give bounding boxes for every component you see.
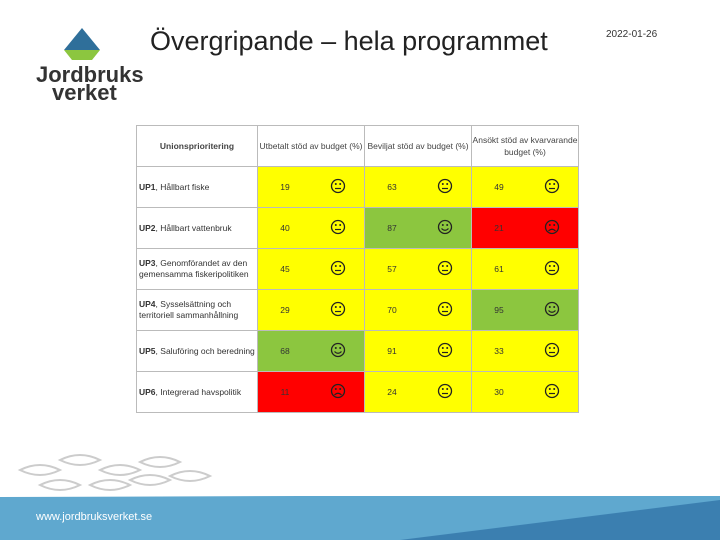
column-header: Unionsprioritering	[136, 125, 258, 167]
table-row: UP4, Sysselsättning och territoriell sam…	[136, 289, 579, 331]
date: 2022-01-26	[606, 29, 658, 40]
status-face	[544, 301, 560, 317]
row-code: UP6	[139, 386, 156, 397]
status-face	[437, 342, 453, 358]
status-face	[330, 383, 346, 399]
logo-mark-green	[64, 50, 100, 60]
cell-status	[419, 166, 472, 208]
cell-status	[526, 207, 579, 249]
cell-value: 19	[257, 166, 312, 208]
cell-value: 87	[364, 207, 419, 249]
row-code: UP3	[139, 258, 156, 268]
table-row: UP5, Saluföring och beredning 68 91 33	[136, 330, 579, 372]
status-face	[330, 219, 346, 235]
cell-status	[526, 330, 579, 372]
cell-status	[526, 371, 579, 413]
cell-value: 21	[471, 207, 526, 249]
row-name: , Saluföring och beredning	[155, 345, 255, 356]
cell-status	[312, 166, 365, 208]
cell-value: 40	[257, 207, 312, 249]
row-label: UP2, Hållbart vattenbruk	[136, 207, 258, 249]
cell-status	[312, 248, 365, 290]
table-row: UP3, Genomförandet av den gemensamma fis…	[136, 248, 579, 290]
row-label: UP5, Saluföring och beredning	[136, 330, 258, 372]
cell-value: 49	[471, 166, 526, 208]
table-row: UP1, Hållbart fiske 19 63 49	[136, 166, 579, 208]
logo-text: verket	[52, 80, 118, 105]
row-name: , Sysselsättning och territoriell samman…	[139, 299, 239, 320]
cell-status	[526, 289, 579, 331]
cell-status	[419, 248, 472, 290]
cell-value: 68	[257, 330, 312, 372]
row-name: , Hållbart fiske	[155, 181, 210, 192]
status-face	[330, 260, 346, 276]
status-face	[330, 301, 346, 317]
column-header: Ansökt stöd av kvarvarande budget (%)	[471, 125, 579, 167]
slide-title: Övergripande – hela programmet	[150, 26, 548, 56]
cell-value: 11	[257, 371, 312, 413]
row-label: UP4, Sysselsättning och territoriell sam…	[136, 289, 258, 331]
status-face	[330, 342, 346, 358]
cell-status	[312, 371, 365, 413]
status-face	[437, 301, 453, 317]
cell-value: 33	[471, 330, 526, 372]
footer-wave-dark	[400, 500, 720, 540]
row-name: , Integrerad havspolitik	[155, 386, 242, 397]
cell-value: 57	[364, 248, 419, 290]
logo-mark	[64, 28, 100, 50]
cell-value: 63	[364, 166, 419, 208]
cell-value: 61	[471, 248, 526, 290]
row-label: UP3, Genomförandet av den gemensamma fis…	[136, 248, 258, 290]
status-face	[437, 178, 453, 194]
status-face	[437, 383, 453, 399]
status-face	[437, 260, 453, 276]
row-name: , Hållbart vattenbruk	[155, 222, 232, 233]
cell-value: 95	[471, 289, 526, 331]
row-code: UP2	[139, 222, 156, 233]
status-face	[330, 178, 346, 194]
row-label: UP1, Hållbart fiske	[136, 166, 258, 208]
status-face	[437, 219, 453, 235]
cell-status	[526, 166, 579, 208]
cell-status	[419, 289, 472, 331]
status-face	[544, 219, 560, 235]
cell-status	[312, 289, 365, 331]
cell-value: 30	[471, 371, 526, 413]
status-face	[544, 178, 560, 194]
cell-value: 24	[364, 371, 419, 413]
cell-status	[526, 248, 579, 290]
cell-status	[312, 330, 365, 372]
cell-status	[312, 207, 365, 249]
status-face	[544, 342, 560, 358]
footer-url: www.jordbruksverket.se	[36, 511, 153, 523]
column-header: Utbetalt stöd av budget (%)	[257, 125, 365, 167]
table-row: UP2, Hållbart vattenbruk 40 87 21	[136, 207, 579, 249]
logo-text: Jordbruks	[36, 62, 144, 87]
fish-pattern	[17, 454, 213, 491]
cell-value: 45	[257, 248, 312, 290]
cell-status	[419, 207, 472, 249]
row-code: UP4	[139, 299, 156, 309]
row-code: UP5	[139, 345, 156, 356]
cell-status	[419, 330, 472, 372]
row-label: UP6, Integrerad havspolitik	[136, 371, 258, 413]
row-code: UP1	[139, 181, 156, 192]
table-row: UP6, Integrerad havspolitik 11 24 30	[136, 371, 579, 413]
cell-value: 91	[364, 330, 419, 372]
status-face	[544, 260, 560, 276]
cell-status	[419, 371, 472, 413]
priority-table: Unionsprioritering Utbetalt stöd av budge…	[136, 125, 579, 413]
column-header: Beviljat stöd av budget (%)	[364, 125, 472, 167]
row-name: , Genomförandet av den gemensamma fisker…	[139, 258, 249, 279]
cell-value: 29	[257, 289, 312, 331]
cell-value: 70	[364, 289, 419, 331]
status-face	[544, 383, 560, 399]
